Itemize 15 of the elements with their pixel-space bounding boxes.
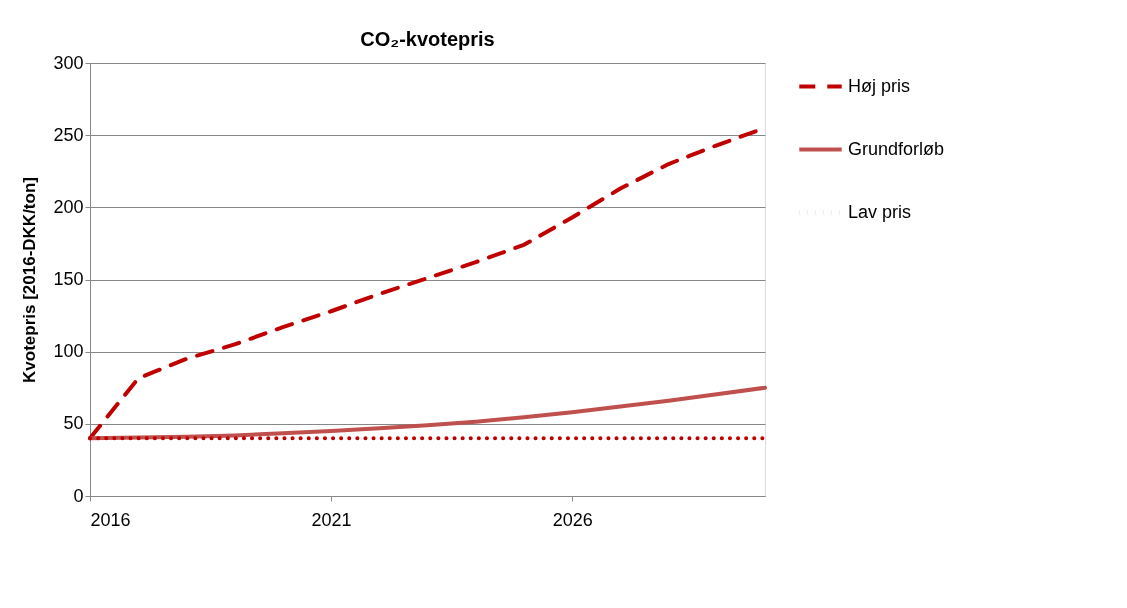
- y-tick-label: 150: [53, 269, 84, 289]
- legend-label: Lav pris: [848, 201, 912, 222]
- x-tick-label: 2026: [552, 509, 593, 530]
- y-axis-title: Kvotepris [2016-DKK/ton]: [20, 177, 40, 383]
- y-tick-label: 50: [63, 413, 84, 434]
- x-tick-label: 2016: [90, 509, 131, 530]
- y-tick-label: 100: [53, 341, 84, 362]
- chart-title: CO₂-kvotepris: [360, 28, 495, 50]
- y-tick-label: 300: [53, 52, 84, 73]
- y-tick-label: 200: [53, 196, 84, 217]
- y-tick-label: 250: [53, 124, 84, 145]
- y-tick-label: 0: [73, 485, 84, 506]
- legend-label: Grundforløb: [848, 138, 945, 159]
- legend-label: Høj pris: [848, 75, 910, 96]
- x-tick-label: 2021: [311, 509, 352, 530]
